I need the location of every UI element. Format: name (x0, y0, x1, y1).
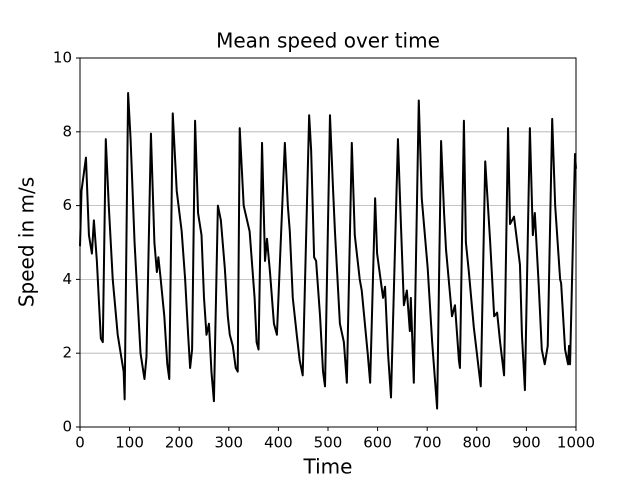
y-tick-label: 4 (62, 270, 72, 288)
x-tick-label: 200 (165, 434, 194, 452)
y-tick-label: 8 (62, 122, 72, 140)
y-axis-label: Speed in m/s (15, 177, 39, 307)
x-tick-label: 400 (264, 434, 293, 452)
x-tick-label: 800 (462, 434, 491, 452)
x-tick-label: 0 (75, 434, 85, 452)
data-line (79, 92, 577, 410)
y-tick-label: 2 (62, 344, 72, 362)
chart-title: Mean speed over time (216, 29, 440, 53)
x-tick-label: 600 (363, 434, 392, 452)
y-tick-label: 6 (62, 196, 72, 214)
x-tick-label: 300 (214, 434, 243, 452)
x-tick-label: 100 (115, 434, 144, 452)
x-tick-label: 700 (413, 434, 442, 452)
y-tick-label: 10 (53, 49, 72, 67)
x-axis-label: Time (303, 455, 353, 479)
x-tick-label: 500 (314, 434, 343, 452)
x-tick-label: 1000 (557, 434, 595, 452)
y-tick-label: 0 (62, 418, 72, 436)
x-tick-label: 900 (512, 434, 541, 452)
plot-frame (79, 57, 577, 428)
